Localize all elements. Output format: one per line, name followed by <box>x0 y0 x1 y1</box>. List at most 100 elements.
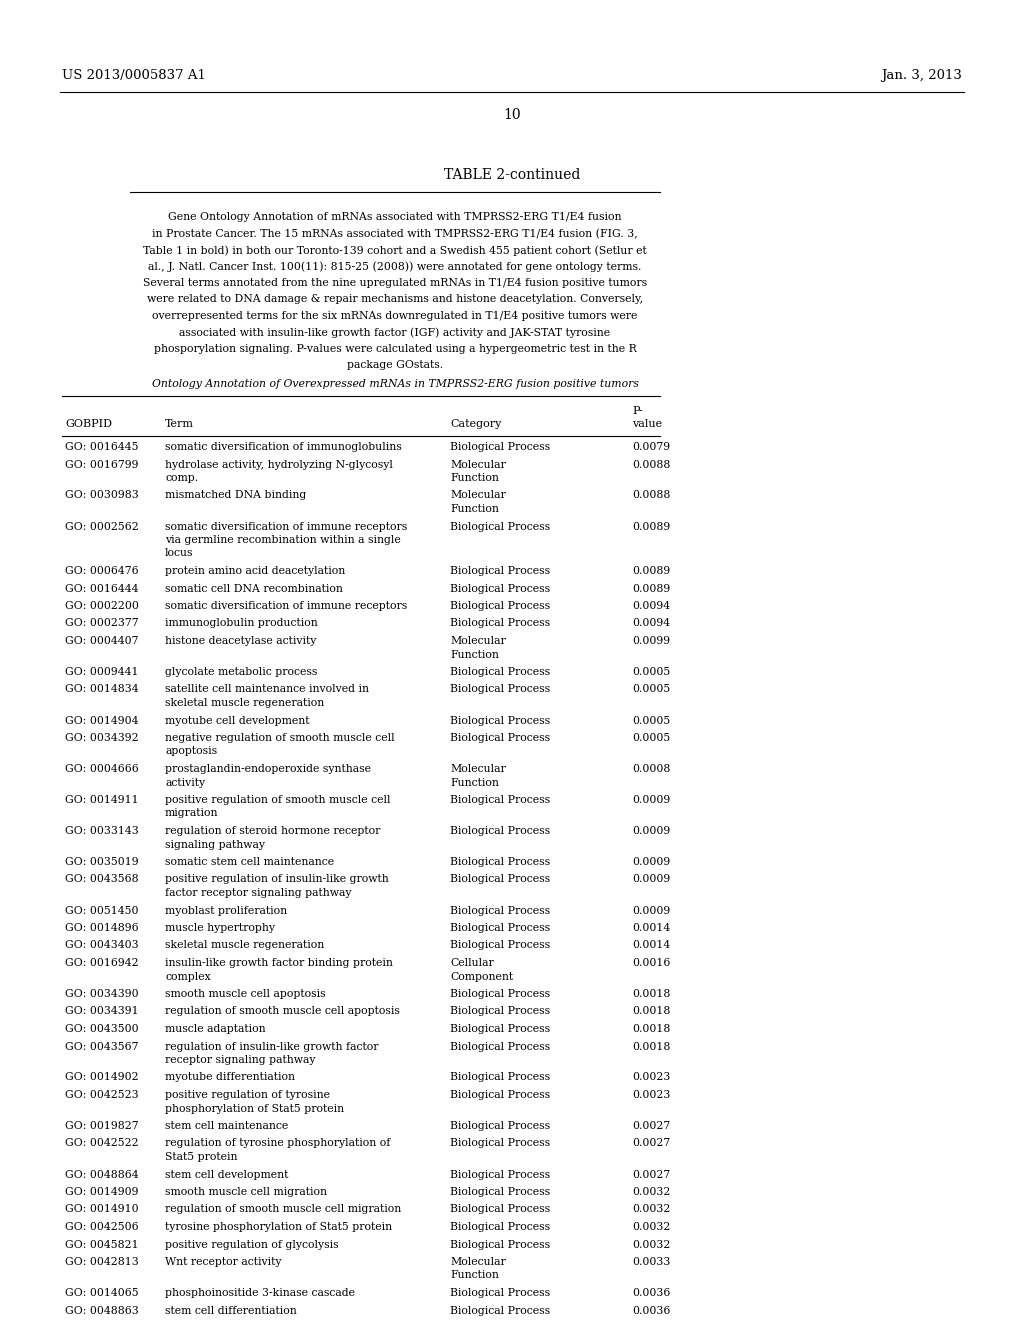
Text: migration: migration <box>165 808 218 818</box>
Text: 0.0023: 0.0023 <box>632 1072 671 1082</box>
Text: GO: 0002200: GO: 0002200 <box>65 601 139 611</box>
Text: 0.0018: 0.0018 <box>632 1041 671 1052</box>
Text: muscle hypertrophy: muscle hypertrophy <box>165 923 275 933</box>
Text: Biological Process: Biological Process <box>450 1121 550 1131</box>
Text: Biological Process: Biological Process <box>450 566 550 576</box>
Text: in Prostate Cancer. The 15 mRNAs associated with TMPRSS2-ERG T1/E4 fusion (FIG. : in Prostate Cancer. The 15 mRNAs associa… <box>153 228 638 239</box>
Text: were related to DNA damage & repair mechanisms and histone deacetylation. Conver: were related to DNA damage & repair mech… <box>146 294 643 305</box>
Text: US 2013/0005837 A1: US 2013/0005837 A1 <box>62 69 206 82</box>
Text: 0.0005: 0.0005 <box>632 715 671 726</box>
Text: Function: Function <box>450 777 499 788</box>
Text: phosphorylation of Stat5 protein: phosphorylation of Stat5 protein <box>165 1104 344 1114</box>
Text: somatic diversification of immune receptors: somatic diversification of immune recept… <box>165 521 408 532</box>
Text: activity: activity <box>165 777 205 788</box>
Text: Function: Function <box>450 1270 499 1280</box>
Text: GO: 0014902: GO: 0014902 <box>65 1072 138 1082</box>
Text: package GOstats.: package GOstats. <box>347 360 443 371</box>
Text: Jan. 3, 2013: Jan. 3, 2013 <box>881 69 962 82</box>
Text: GO: 0009441: GO: 0009441 <box>65 667 138 677</box>
Text: Gene Ontology Annotation of mRNAs associated with TMPRSS2-ERG T1/E4 fusion: Gene Ontology Annotation of mRNAs associ… <box>168 213 622 222</box>
Text: Molecular: Molecular <box>450 1257 506 1267</box>
Text: 0.0036: 0.0036 <box>632 1305 671 1316</box>
Text: GO: 0014909: GO: 0014909 <box>65 1187 138 1197</box>
Text: GO: 0043500: GO: 0043500 <box>65 1024 138 1034</box>
Text: Stat5 protein: Stat5 protein <box>165 1152 238 1162</box>
Text: 0.0016: 0.0016 <box>632 958 671 968</box>
Text: factor receptor signaling pathway: factor receptor signaling pathway <box>165 888 351 898</box>
Text: 0.0088: 0.0088 <box>632 459 671 470</box>
Text: Category: Category <box>450 418 502 429</box>
Text: 0.0079: 0.0079 <box>632 442 670 451</box>
Text: 0.0027: 0.0027 <box>632 1138 671 1148</box>
Text: Biological Process: Biological Process <box>450 521 550 532</box>
Text: Biological Process: Biological Process <box>450 1006 550 1016</box>
Text: value: value <box>632 418 663 429</box>
Text: 0.0018: 0.0018 <box>632 989 671 999</box>
Text: phosphoinositide 3-kinase cascade: phosphoinositide 3-kinase cascade <box>165 1288 355 1298</box>
Text: Function: Function <box>450 504 499 513</box>
Text: Component: Component <box>450 972 513 982</box>
Text: 0.0009: 0.0009 <box>632 906 671 916</box>
Text: 0.0005: 0.0005 <box>632 667 671 677</box>
Text: GO: 0035019: GO: 0035019 <box>65 857 138 867</box>
Text: myoblast proliferation: myoblast proliferation <box>165 906 287 916</box>
Text: 0.0088: 0.0088 <box>632 491 671 500</box>
Text: GO: 0048864: GO: 0048864 <box>65 1170 138 1180</box>
Text: Biological Process: Biological Process <box>450 826 550 836</box>
Text: Biological Process: Biological Process <box>450 1288 550 1298</box>
Text: GO: 0042506: GO: 0042506 <box>65 1222 138 1232</box>
Text: Biological Process: Biological Process <box>450 906 550 916</box>
Text: regulation of smooth muscle cell migration: regulation of smooth muscle cell migrati… <box>165 1204 401 1214</box>
Text: 0.0036: 0.0036 <box>632 1288 671 1298</box>
Text: Biological Process: Biological Process <box>450 1305 550 1316</box>
Text: smooth muscle cell migration: smooth muscle cell migration <box>165 1187 327 1197</box>
Text: signaling pathway: signaling pathway <box>165 840 265 850</box>
Text: Biological Process: Biological Process <box>450 1090 550 1100</box>
Text: 0.0032: 0.0032 <box>632 1187 671 1197</box>
Text: TABLE 2-continued: TABLE 2-continued <box>443 168 581 182</box>
Text: GO: 0004407: GO: 0004407 <box>65 636 138 645</box>
Text: Function: Function <box>450 473 499 483</box>
Text: GO: 0042813: GO: 0042813 <box>65 1257 138 1267</box>
Text: mismatched DNA binding: mismatched DNA binding <box>165 491 306 500</box>
Text: stem cell differentiation: stem cell differentiation <box>165 1305 297 1316</box>
Text: somatic diversification of immune receptors: somatic diversification of immune recept… <box>165 601 408 611</box>
Text: Biological Process: Biological Process <box>450 733 550 743</box>
Text: Cellular: Cellular <box>450 958 494 968</box>
Text: Table 1 in bold) in both our Toronto-139 cohort and a Swedish 455 patient cohort: Table 1 in bold) in both our Toronto-139… <box>143 246 647 256</box>
Text: 0.0032: 0.0032 <box>632 1239 671 1250</box>
Text: 0.0033: 0.0033 <box>632 1257 671 1267</box>
Text: 0.0005: 0.0005 <box>632 685 671 694</box>
Text: Biological Process: Biological Process <box>450 601 550 611</box>
Text: myotube cell development: myotube cell development <box>165 715 309 726</box>
Text: somatic cell DNA recombination: somatic cell DNA recombination <box>165 583 343 594</box>
Text: GO: 0051450: GO: 0051450 <box>65 906 138 916</box>
Text: histone deacetylase activity: histone deacetylase activity <box>165 636 316 645</box>
Text: GO: 0048863: GO: 0048863 <box>65 1305 138 1316</box>
Text: hydrolase activity, hydrolyzing N-glycosyl: hydrolase activity, hydrolyzing N-glycos… <box>165 459 393 470</box>
Text: 0.0018: 0.0018 <box>632 1006 671 1016</box>
Text: protein amino acid deacetylation: protein amino acid deacetylation <box>165 566 345 576</box>
Text: Biological Process: Biological Process <box>450 619 550 628</box>
Text: positive regulation of insulin-like growth: positive regulation of insulin-like grow… <box>165 874 389 884</box>
Text: muscle adaptation: muscle adaptation <box>165 1024 265 1034</box>
Text: Molecular: Molecular <box>450 491 506 500</box>
Text: GO: 0006476: GO: 0006476 <box>65 566 138 576</box>
Text: Biological Process: Biological Process <box>450 795 550 805</box>
Text: apoptosis: apoptosis <box>165 747 217 756</box>
Text: Biological Process: Biological Process <box>450 989 550 999</box>
Text: 10: 10 <box>503 108 521 121</box>
Text: glycolate metabolic process: glycolate metabolic process <box>165 667 317 677</box>
Text: complex: complex <box>165 972 211 982</box>
Text: overrepresented terms for the six mRNAs downregulated in T1/E4 positive tumors w: overrepresented terms for the six mRNAs … <box>153 312 638 321</box>
Text: 0.0027: 0.0027 <box>632 1170 671 1180</box>
Text: GO: 0030983: GO: 0030983 <box>65 491 138 500</box>
Text: 0.0023: 0.0023 <box>632 1090 671 1100</box>
Text: 0.0032: 0.0032 <box>632 1204 671 1214</box>
Text: smooth muscle cell apoptosis: smooth muscle cell apoptosis <box>165 989 326 999</box>
Text: skeletal muscle regeneration: skeletal muscle regeneration <box>165 940 325 950</box>
Text: Molecular: Molecular <box>450 636 506 645</box>
Text: Biological Process: Biological Process <box>450 1222 550 1232</box>
Text: Biological Process: Biological Process <box>450 874 550 884</box>
Text: P-: P- <box>632 407 643 416</box>
